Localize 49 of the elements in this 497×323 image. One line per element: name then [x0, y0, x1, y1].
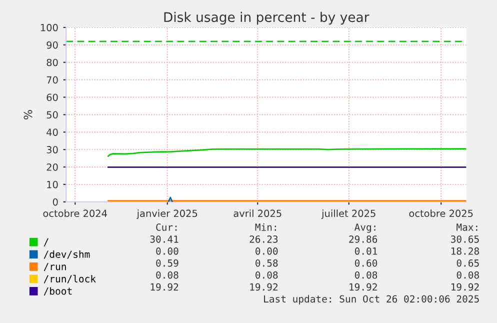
legend-label: / — [44, 238, 48, 246]
text: 19.92 — [350, 283, 377, 291]
y-tick-label: 60 — [46, 94, 58, 102]
legend-label: /dev/shm — [44, 250, 90, 259]
text: 19.92 — [250, 283, 278, 291]
y-tick-label: 70 — [46, 76, 58, 84]
y-tick-label: 20 — [46, 163, 58, 171]
x-tick-label: janvier 2025 — [136, 210, 198, 219]
text: Min: — [255, 223, 276, 231]
text: 0.08 — [456, 271, 479, 279]
x-tick-label: juillet 2025 — [321, 210, 376, 219]
text: 29.86 — [349, 235, 378, 243]
text: 0.65 — [456, 259, 479, 267]
text: 19.92 — [452, 283, 479, 291]
text: 0.08 — [354, 271, 378, 279]
x-tick-label: octobre 2025 — [409, 210, 473, 218]
chart-title: Disk usage in percent - by year — [164, 12, 370, 25]
text: 0.59 — [156, 259, 178, 267]
legend-label: /boot — [44, 287, 72, 296]
y-tick-label: 80 — [46, 58, 58, 66]
text: Avg: — [354, 224, 376, 233]
y-axis-title: % — [24, 110, 32, 120]
y-tick-label: 100 — [40, 24, 58, 32]
x-tick-label: octobre 2024 — [43, 210, 107, 218]
text: 26.23 — [250, 235, 278, 243]
y-tick-label: 10 — [47, 180, 58, 188]
y-tick-label: 30 — [46, 146, 58, 154]
text: 0.00 — [156, 247, 178, 255]
y-tick-label: 0 — [52, 198, 58, 206]
text: 0.01 — [354, 247, 378, 255]
line-series — [108, 148, 466, 157]
text: 0.58 — [256, 259, 278, 267]
y-tick-label: 40 — [46, 128, 58, 136]
text: 0.08 — [256, 271, 278, 279]
text: Max: — [456, 224, 478, 231]
legend-label: /run — [44, 262, 66, 271]
y-tick-label: 90 — [46, 41, 58, 49]
text: Cur: — [156, 224, 177, 231]
text: 0.00 — [256, 247, 278, 255]
text: 18.28 — [452, 247, 479, 255]
text: 30.65 — [450, 235, 479, 243]
text: 0.08 — [156, 271, 178, 279]
legend-label: /run/lock — [44, 274, 96, 284]
text: Last update: Sun Oct 26 02:00:06 2025 — [264, 295, 479, 304]
text: 19.92 — [150, 283, 178, 291]
x-tick-label: avril 2025 — [234, 210, 282, 218]
y-tick-label: 50 — [46, 111, 58, 118]
text: 30.41 — [150, 235, 178, 243]
text: 0.60 — [354, 259, 378, 267]
